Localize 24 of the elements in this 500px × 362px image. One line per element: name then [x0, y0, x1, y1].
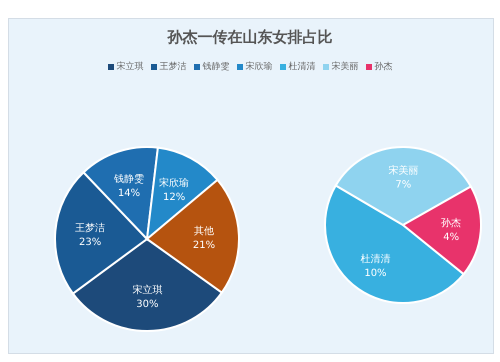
legend-label: 孙杰: [374, 60, 392, 73]
data-label: 4%: [443, 232, 460, 243]
chart-title: 孙杰一传在山东女排占比: [166, 28, 334, 47]
slice-label: 王梦洁: [75, 222, 106, 234]
data-label: 10%: [364, 268, 387, 279]
legend-label: 杜清清: [288, 60, 316, 73]
slice-label: 钱静雯: [112, 172, 144, 185]
slice-label: 宋美丽: [388, 164, 418, 177]
legend-label: 宋欣瑜: [246, 60, 272, 73]
legend-label: 宋美丽: [332, 60, 358, 73]
data-label: 12%: [163, 192, 186, 203]
data-label: 14%: [118, 188, 140, 199]
slice-label: 孙杰: [441, 216, 462, 229]
slice-label: 宋立琪: [132, 284, 162, 296]
data-label: 30%: [136, 299, 159, 310]
slice-label: 其他: [194, 224, 214, 237]
legend-label: 王梦洁: [160, 60, 186, 73]
slice-label: 宋欣瑜: [159, 176, 190, 189]
legend-label: 宋立琪: [116, 60, 144, 73]
slice-label: 杜清清: [360, 252, 390, 265]
data-label: 21%: [192, 240, 216, 251]
data-label: 7%: [395, 180, 412, 191]
data-label: 23%: [79, 237, 102, 248]
legend-label: 钱静雯: [202, 60, 230, 73]
